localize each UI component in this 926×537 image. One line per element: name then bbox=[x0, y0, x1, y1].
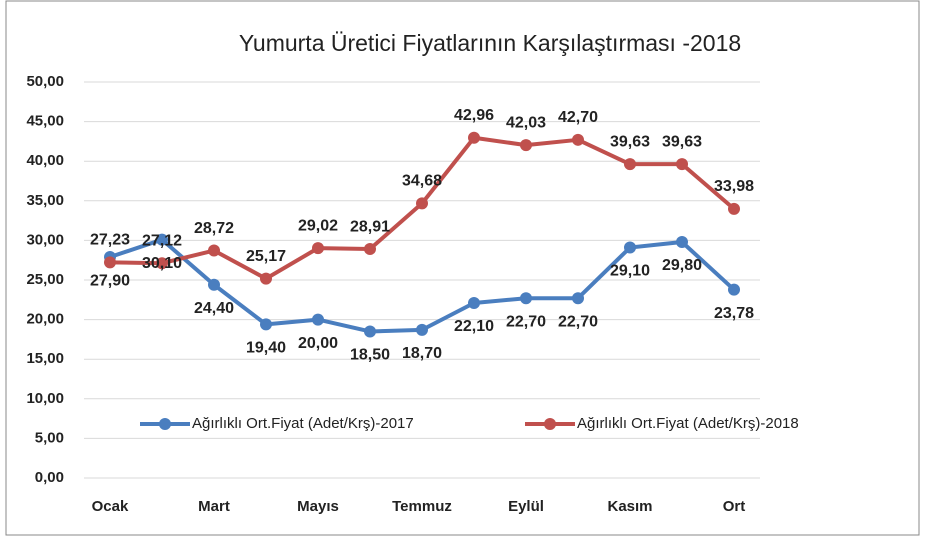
x-tick-label: Mart bbox=[198, 498, 230, 515]
data-label: 22,70 bbox=[506, 313, 546, 330]
x-tick-label: Mayıs bbox=[297, 498, 339, 515]
data-point bbox=[520, 139, 532, 152]
data-label: 29,02 bbox=[298, 217, 338, 234]
y-tick-label: 5,00 bbox=[35, 429, 64, 446]
data-point bbox=[156, 257, 168, 270]
data-point bbox=[676, 235, 688, 248]
y-tick-label: 35,00 bbox=[26, 192, 64, 209]
data-point bbox=[260, 272, 272, 285]
y-tick-label: 25,00 bbox=[26, 271, 64, 288]
legend-label: Ağırlıklı Ort.Fiyat (Adet/Krş)-2018 bbox=[577, 415, 799, 432]
chart-title: Yumurta Üretici Fiyatlarının Karşılaştır… bbox=[239, 30, 741, 56]
data-point bbox=[520, 292, 532, 305]
y-tick-label: 30,00 bbox=[26, 231, 64, 248]
data-point bbox=[416, 323, 428, 336]
data-label: 25,17 bbox=[246, 248, 286, 265]
data-label: 42,96 bbox=[454, 107, 494, 124]
data-point bbox=[624, 241, 636, 254]
data-label: 27,90 bbox=[90, 272, 130, 289]
data-label: 42,03 bbox=[506, 114, 546, 131]
data-point bbox=[104, 256, 116, 269]
data-point bbox=[416, 197, 428, 210]
legend-label: Ağırlıklı Ort.Fiyat (Adet/Krş)-2017 bbox=[192, 415, 414, 432]
data-label: 42,70 bbox=[558, 109, 598, 126]
x-tick-label: Kasım bbox=[607, 498, 652, 515]
data-label: 28,72 bbox=[194, 220, 234, 237]
data-point bbox=[312, 313, 324, 326]
data-label: 30,10 bbox=[142, 255, 182, 272]
data-label: 18,50 bbox=[350, 347, 390, 364]
data-label: 22,10 bbox=[454, 318, 494, 335]
y-tick-label: 20,00 bbox=[26, 311, 64, 328]
data-point bbox=[624, 158, 636, 171]
y-tick-label: 10,00 bbox=[26, 390, 64, 407]
data-point bbox=[728, 283, 740, 296]
data-point bbox=[156, 233, 168, 246]
data-point bbox=[208, 244, 220, 257]
x-tick-label: Eylül bbox=[508, 498, 544, 515]
y-tick-label: 45,00 bbox=[26, 113, 64, 130]
data-label: 22,70 bbox=[558, 313, 598, 330]
data-label: 27,12 bbox=[142, 232, 182, 249]
data-point bbox=[468, 296, 480, 309]
y-tick-label: 0,00 bbox=[35, 469, 64, 486]
data-label: 27,23 bbox=[90, 232, 130, 249]
data-label: 28,91 bbox=[350, 218, 390, 235]
data-label: 33,98 bbox=[714, 178, 754, 195]
y-tick-label: 15,00 bbox=[26, 350, 64, 367]
data-label: 34,68 bbox=[402, 173, 442, 190]
data-point bbox=[728, 202, 740, 215]
y-tick-label: 40,00 bbox=[26, 152, 64, 169]
x-tick-label: Ort bbox=[723, 498, 746, 515]
data-label: 19,40 bbox=[246, 340, 286, 357]
data-point bbox=[676, 158, 688, 171]
legend-marker bbox=[159, 418, 171, 430]
data-point bbox=[364, 243, 376, 256]
y-tick-label: 50,00 bbox=[26, 73, 64, 90]
legend-marker bbox=[544, 418, 556, 430]
data-point bbox=[364, 325, 376, 338]
data-point bbox=[260, 318, 272, 331]
data-point bbox=[468, 131, 480, 144]
data-point bbox=[572, 292, 584, 305]
x-tick-label: Temmuz bbox=[392, 498, 452, 515]
data-label: 39,63 bbox=[610, 133, 650, 150]
data-point bbox=[312, 242, 324, 255]
chart-frame bbox=[5, 0, 920, 536]
data-point bbox=[208, 278, 220, 291]
data-label: 23,78 bbox=[714, 305, 754, 322]
data-label: 18,70 bbox=[402, 345, 442, 362]
x-tick-label: Ocak bbox=[92, 498, 129, 515]
data-label: 20,00 bbox=[298, 335, 338, 352]
data-label: 29,10 bbox=[610, 263, 650, 280]
data-label: 39,63 bbox=[662, 133, 702, 150]
data-point bbox=[572, 133, 584, 146]
data-label: 29,80 bbox=[662, 257, 702, 274]
data-label: 24,40 bbox=[194, 300, 234, 317]
